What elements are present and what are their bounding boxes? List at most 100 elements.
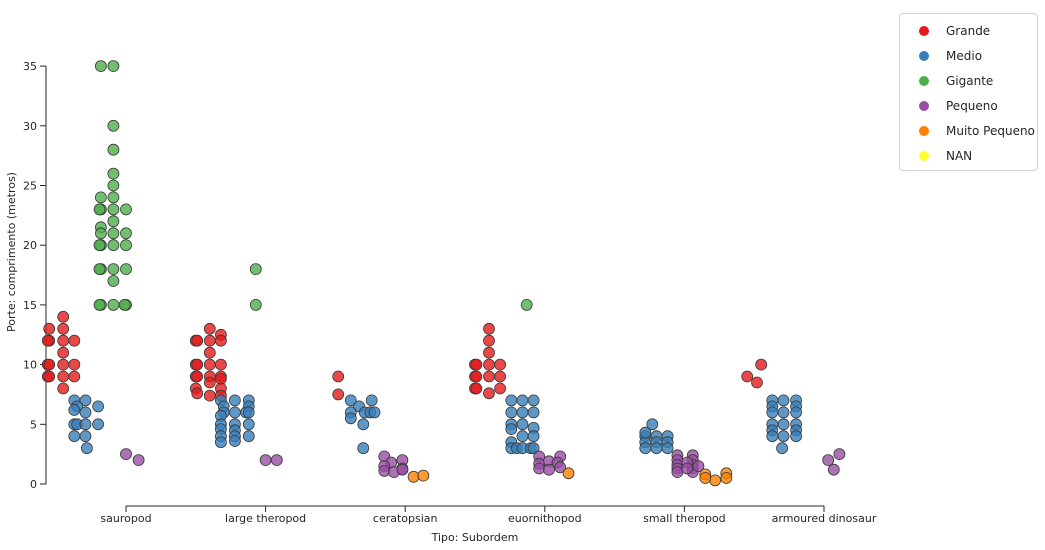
y-axis-title: Porte: comprimento (metros)	[5, 172, 18, 332]
data-point	[516, 418, 529, 431]
data-point	[41, 334, 54, 347]
data-point	[407, 470, 420, 483]
y-tick-label: 30	[23, 120, 37, 133]
data-point	[57, 310, 70, 323]
x-tick-label: small theropod	[643, 512, 726, 525]
data-point	[203, 376, 216, 389]
data-point	[43, 358, 56, 371]
data-point	[191, 358, 204, 371]
x-tick-label: euornithopod	[508, 512, 582, 525]
data-point	[741, 370, 754, 383]
y-tick-label: 25	[23, 180, 37, 193]
data-point	[107, 239, 120, 252]
data-point	[344, 412, 357, 425]
data-point	[95, 227, 107, 240]
data-point	[57, 322, 70, 335]
data-point	[228, 394, 241, 407]
x-tick-label: sauropod	[100, 512, 151, 525]
y-axis: 0 5 10 15 20 25 30 35	[23, 60, 47, 491]
data-point	[214, 436, 227, 449]
data-point	[777, 406, 790, 419]
series-grande	[41, 310, 768, 402]
data-point	[107, 191, 120, 204]
legend-swatch	[919, 126, 929, 136]
data-point	[646, 418, 659, 431]
y-tick-label: 35	[23, 60, 37, 73]
data-point	[332, 370, 345, 383]
x-tick-label: armoured dinosaur	[772, 512, 877, 525]
data-point	[483, 387, 495, 400]
data-point	[766, 430, 779, 443]
data-point	[790, 406, 802, 419]
series-gigante	[93, 60, 533, 311]
y-ticks: 0 5 10 15 20 25 30 35	[23, 60, 46, 491]
data-point	[107, 263, 120, 276]
data-point	[57, 382, 70, 395]
legend-label: Grande	[946, 24, 991, 38]
y-tick-label: 20	[23, 239, 37, 252]
data-point	[344, 394, 357, 407]
data-point	[661, 442, 674, 455]
y-tick-label: 10	[23, 359, 37, 372]
data-point	[68, 334, 81, 347]
data-point	[470, 382, 483, 395]
data-point	[249, 263, 262, 276]
legend-label: Pequeno	[946, 99, 998, 113]
data-point	[107, 143, 120, 156]
legend-swatch	[919, 76, 929, 86]
data-point	[92, 400, 104, 413]
data-point	[93, 203, 106, 216]
data-point	[203, 334, 216, 347]
data-point	[57, 358, 70, 371]
data-point	[57, 370, 70, 383]
data-point	[494, 370, 507, 383]
data-point	[470, 358, 483, 371]
legend-swatch	[919, 51, 929, 61]
legend-label: Gigante	[946, 74, 994, 88]
data-point	[203, 389, 216, 402]
data-point	[203, 322, 216, 335]
data-point	[709, 474, 721, 487]
data-point	[562, 467, 575, 480]
data-point	[107, 298, 120, 311]
data-point	[259, 454, 272, 467]
data-point	[107, 227, 120, 240]
data-point	[470, 370, 483, 383]
data-point	[92, 418, 104, 431]
legend-item-gigante: Gigante	[900, 71, 993, 91]
data-point	[68, 430, 81, 443]
legend-item-medio: Medio	[900, 46, 982, 66]
data-point	[228, 406, 241, 419]
data-point	[93, 239, 106, 252]
data-point	[650, 442, 663, 455]
data-point	[107, 275, 120, 287]
data-point	[132, 454, 145, 467]
data-point	[203, 358, 216, 371]
data-point	[368, 406, 381, 419]
data-point	[120, 239, 132, 252]
series-medio	[68, 394, 802, 455]
legend-swatch	[919, 151, 929, 161]
data-point	[191, 387, 204, 400]
data-point	[120, 448, 132, 461]
data-point	[95, 191, 107, 204]
data-point	[118, 298, 131, 311]
data-point	[332, 388, 345, 401]
data-point	[483, 358, 495, 371]
data-point	[483, 334, 495, 347]
data-point	[81, 442, 93, 455]
data-point	[107, 119, 120, 132]
data-point	[494, 382, 507, 395]
x-ticks: sauropod large theropod ceratopsian euornit…	[100, 506, 877, 525]
data-point	[483, 370, 495, 383]
data-point	[357, 418, 370, 431]
data-point	[120, 203, 132, 216]
data-point	[378, 464, 391, 477]
data-point	[527, 430, 540, 443]
x-tick-label: large theropod	[225, 512, 306, 525]
data-point	[822, 454, 835, 467]
data-point	[505, 394, 518, 407]
data-point	[242, 430, 255, 443]
legend-swatch	[919, 101, 929, 111]
y-tick-label: 5	[30, 418, 37, 431]
